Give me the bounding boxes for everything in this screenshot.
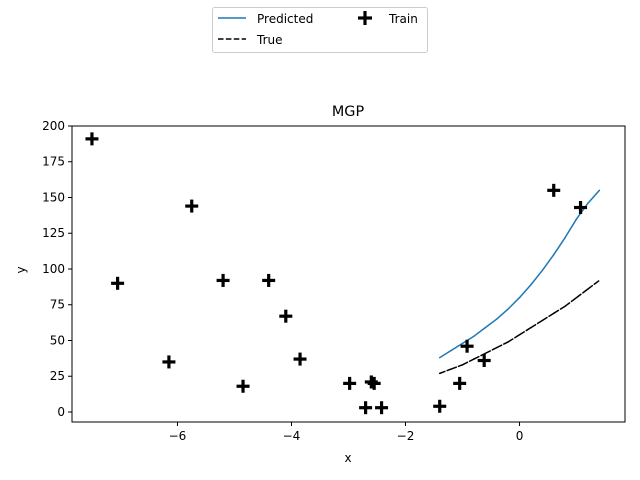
predicted-line-segment	[587, 189, 601, 204]
series-layer	[85, 132, 601, 415]
legend-true-label: True	[256, 33, 283, 47]
true-line-segment	[587, 279, 601, 290]
train-point	[359, 401, 373, 415]
true-line-segment	[484, 346, 498, 355]
train-point	[293, 352, 307, 366]
true-line-segment	[461, 358, 475, 366]
train-point	[375, 401, 389, 415]
x-tick-label: −2	[397, 429, 415, 443]
true-line-segment	[495, 341, 509, 349]
predicted-line-segment	[564, 218, 578, 239]
legend-frame	[212, 7, 428, 53]
train-point	[547, 183, 561, 197]
y-tick-label: 125	[42, 226, 65, 240]
predicted-line-segment	[575, 202, 589, 220]
predicted-line-segment	[530, 269, 544, 286]
predicted-line-segment	[473, 326, 487, 337]
train-point	[453, 376, 467, 390]
y-axis-title: y	[14, 266, 28, 273]
predicted-line-segment	[450, 342, 464, 352]
train-point	[85, 132, 99, 146]
train-point	[574, 201, 588, 215]
true-line-segment	[575, 288, 589, 299]
y-tick-label: 175	[42, 155, 65, 169]
true-line-segment	[541, 312, 555, 322]
predicted-line-segment	[518, 283, 532, 299]
legend-train-marker	[358, 11, 372, 25]
train-point	[162, 355, 176, 369]
y-tick-label: 200	[42, 119, 65, 133]
y-tick-label: 0	[57, 405, 65, 419]
train-point	[111, 276, 125, 290]
train-point	[216, 273, 230, 287]
plot-frame	[71, 125, 626, 423]
x-tick-label: 0	[516, 429, 524, 443]
true-line-segment	[507, 334, 521, 343]
x-axis-title: x	[344, 451, 351, 465]
y-tick-label: 75	[50, 298, 65, 312]
train-point	[460, 339, 474, 353]
true-line-segment	[564, 296, 578, 307]
train-point	[262, 273, 276, 287]
true-line-segment	[438, 368, 452, 375]
x-axis-ticks: −6 −4 −2 0	[169, 422, 524, 443]
train-point	[185, 199, 199, 213]
train-point	[236, 379, 250, 393]
train-points	[85, 132, 588, 415]
train-point	[367, 376, 381, 390]
y-axis-ticks: 0 25 50 75 100 125 150 175 200	[42, 119, 72, 419]
true-line-segment	[450, 364, 464, 370]
predicted-line-segment	[484, 318, 498, 329]
y-tick-label: 100	[42, 262, 65, 276]
train-point	[279, 309, 293, 323]
predicted-line-segment	[507, 296, 521, 310]
true-line-segment	[518, 326, 532, 336]
true-line-segment	[552, 305, 566, 315]
predicted-line-segment	[438, 349, 452, 359]
predicted-line-segment	[552, 236, 566, 256]
predicted-line-segment	[541, 253, 555, 272]
x-tick-label: −6	[169, 429, 187, 443]
legend-train-label: Train	[388, 12, 418, 26]
true-line-segment	[530, 319, 544, 329]
y-tick-label: 50	[50, 333, 65, 347]
train-point	[477, 354, 491, 368]
x-tick-label: −4	[283, 429, 301, 443]
train-point	[343, 376, 357, 390]
chart-title: MGP	[332, 104, 365, 120]
y-tick-label: 150	[42, 190, 65, 204]
y-tick-label: 25	[50, 369, 65, 383]
true-series	[438, 279, 601, 375]
predicted-line-segment	[495, 308, 509, 320]
plot-area: −6 −4 −2 0 0 25 50 75 100 125 150 175 200	[42, 119, 626, 443]
legend-predicted-label: Predicted	[257, 12, 313, 26]
legend: Predicted True Train	[212, 7, 428, 53]
train-point	[433, 399, 447, 413]
predicted-series	[438, 189, 601, 359]
